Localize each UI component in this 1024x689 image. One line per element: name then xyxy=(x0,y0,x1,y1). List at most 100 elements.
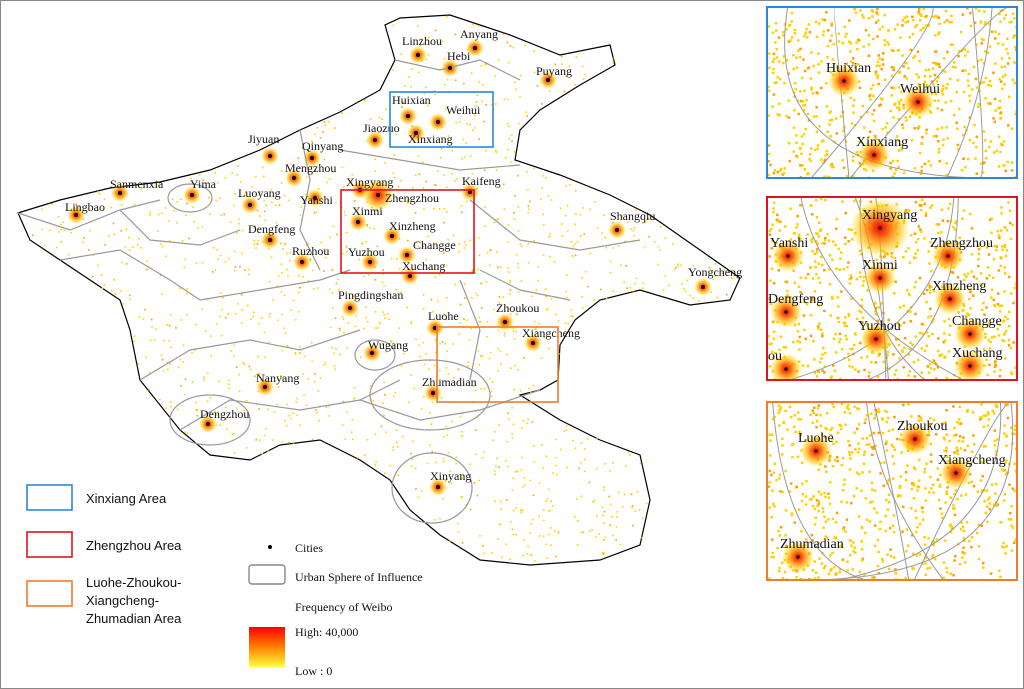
weibo-dot xyxy=(800,499,804,503)
weibo-dot xyxy=(789,415,793,419)
weibo-dot xyxy=(133,335,136,338)
weibo-dot xyxy=(982,130,986,133)
weibo-dot xyxy=(472,385,475,387)
weibo-dot xyxy=(439,342,441,345)
weibo-dot xyxy=(191,381,194,384)
weibo-dot xyxy=(506,98,509,101)
weibo-dot xyxy=(463,247,466,249)
weibo-dot xyxy=(858,341,862,345)
weibo-dot xyxy=(920,347,924,350)
weibo-dot xyxy=(929,240,932,244)
weibo-dot xyxy=(500,508,503,511)
weibo-dot xyxy=(494,431,496,433)
weibo-dot xyxy=(984,21,987,24)
weibo-dot xyxy=(451,173,453,175)
weibo-dot xyxy=(897,139,901,143)
weibo-dot xyxy=(801,364,805,367)
weibo-dot xyxy=(901,530,904,533)
weibo-dot xyxy=(236,407,238,410)
weibo-dot xyxy=(891,175,894,177)
weibo-dot xyxy=(580,235,582,237)
weibo-dot xyxy=(930,92,934,96)
weibo-dot xyxy=(768,342,772,346)
weibo-dot xyxy=(477,236,480,239)
weibo-dot xyxy=(1010,524,1013,527)
weibo-dot xyxy=(779,406,782,410)
weibo-dot xyxy=(452,343,454,345)
weibo-dot xyxy=(270,256,273,259)
weibo-dot xyxy=(271,201,273,203)
area-box xyxy=(340,189,475,274)
weibo-dot xyxy=(814,199,818,202)
weibo-dot xyxy=(1004,315,1007,318)
weibo-dot xyxy=(961,556,964,560)
weibo-dot xyxy=(393,176,396,179)
weibo-dot xyxy=(462,177,465,179)
weibo-dot xyxy=(333,352,335,355)
weibo-dot xyxy=(399,268,401,270)
weibo-dot xyxy=(972,275,976,278)
weibo-dot xyxy=(966,157,970,161)
weibo-dot xyxy=(838,567,842,571)
weibo-dot xyxy=(842,267,845,271)
weibo-dot xyxy=(512,533,515,536)
weibo-dot xyxy=(777,220,780,223)
weibo-dot xyxy=(772,171,776,175)
weibo-dot xyxy=(990,217,994,220)
weibo-dot xyxy=(966,444,970,448)
weibo-dot xyxy=(962,157,965,161)
weibo-dot xyxy=(942,84,945,88)
weibo-dot xyxy=(503,98,506,101)
weibo-dot xyxy=(773,415,776,419)
weibo-dot xyxy=(815,250,819,254)
weibo-dot xyxy=(345,231,348,234)
weibo-dot xyxy=(882,484,885,488)
weibo-dot xyxy=(873,507,876,510)
weibo-dot xyxy=(192,206,194,209)
weibo-dot xyxy=(792,340,795,344)
weibo-dot xyxy=(921,135,924,139)
weibo-dot xyxy=(780,561,784,565)
weibo-dot xyxy=(899,324,902,327)
weibo-dot xyxy=(545,455,548,458)
weibo-dot xyxy=(879,97,883,100)
weibo-dot xyxy=(235,231,238,234)
sphere-boundary xyxy=(354,339,396,371)
weibo-dot xyxy=(941,219,945,222)
weibo-dot xyxy=(530,522,533,525)
weibo-dot xyxy=(817,276,820,280)
weibo-dot xyxy=(249,368,252,371)
weibo-dot xyxy=(902,304,905,308)
weibo-dot xyxy=(567,322,570,325)
weibo-dot xyxy=(447,373,450,375)
weibo-dot xyxy=(442,457,445,460)
weibo-dot xyxy=(936,467,940,470)
weibo-dot xyxy=(233,344,236,347)
weibo-dot xyxy=(833,369,837,373)
weibo-dot xyxy=(768,159,770,163)
weibo-dot xyxy=(893,172,896,175)
weibo-dot xyxy=(867,17,871,20)
weibo-dot xyxy=(783,570,787,574)
weibo-dot xyxy=(350,431,353,433)
weibo-dot xyxy=(874,72,878,76)
weibo-dot xyxy=(834,351,838,354)
weibo-dot xyxy=(523,477,526,479)
weibo-dot xyxy=(287,199,290,202)
weibo-dot xyxy=(984,511,988,515)
weibo-dot xyxy=(422,308,425,310)
weibo-dot xyxy=(987,145,991,149)
weibo-dot xyxy=(819,86,823,90)
weibo-dot xyxy=(883,13,886,17)
weibo-dot xyxy=(796,155,799,159)
weibo-dot xyxy=(771,223,774,227)
weibo-dot xyxy=(925,344,929,348)
weibo-dot xyxy=(893,27,897,31)
weibo-dot xyxy=(784,225,787,228)
weibo-dot xyxy=(847,261,850,264)
weibo-dot xyxy=(574,190,577,192)
weibo-dot xyxy=(307,378,310,380)
weibo-dot xyxy=(341,424,344,426)
weibo-dot xyxy=(986,102,990,105)
weibo-dot xyxy=(581,295,583,298)
